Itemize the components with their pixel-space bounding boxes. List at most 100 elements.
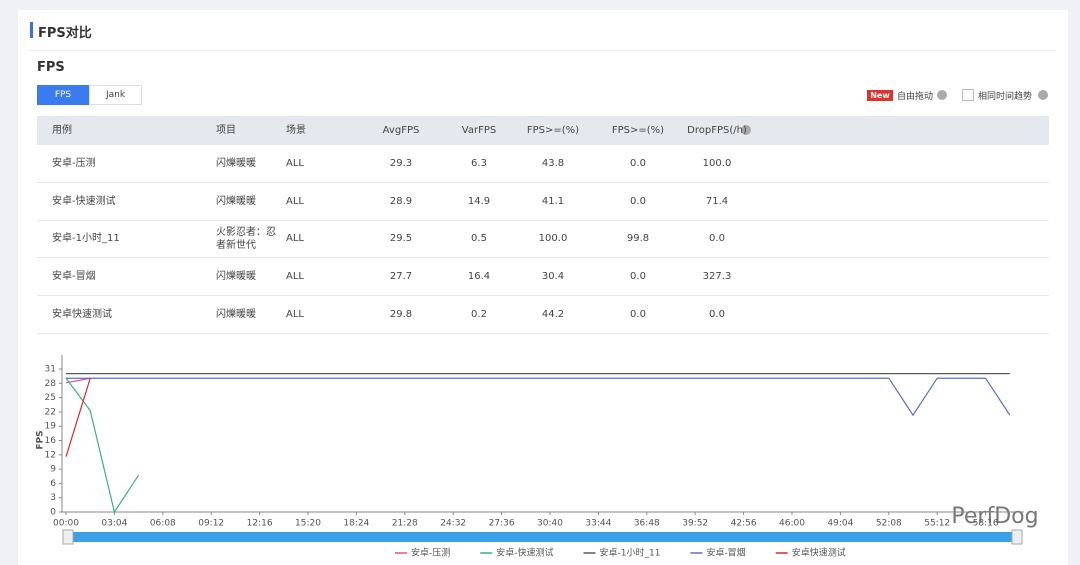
legend-label: 安卓-冒烟 [706, 547, 745, 559]
row-divider [37, 182, 1049, 183]
table-cell: 闪爍暖暖 [216, 158, 256, 169]
table-cell: 安卓-压测 [52, 158, 96, 169]
table-header: 场景 [286, 125, 306, 136]
y-tick-label: 3 [50, 493, 56, 503]
table-cell: ALL [286, 233, 304, 245]
table-cell: ALL [286, 271, 304, 283]
table-cell: 29.8 [389, 308, 413, 320]
same-time-option[interactable]: 相同时间趋势 [978, 92, 1033, 102]
card [18, 10, 1068, 565]
table-cell: 100.0 [538, 233, 568, 245]
table-cell: 闪爍暖暖 [216, 271, 256, 283]
table-cell: 44.2 [541, 308, 565, 320]
table-header: 用例 [52, 125, 72, 136]
series-line [65, 378, 91, 457]
watermark: PerfDog [951, 504, 1038, 529]
table-header: DropFPS(/h) [687, 125, 747, 136]
table-header: FPS>=(%) [611, 125, 665, 136]
table-cell: 27.7 [389, 271, 413, 283]
table-cell: 0.0 [630, 271, 646, 283]
x-tick-label: 46:00 [779, 519, 805, 529]
table-cell: 安卓-快速测试 [52, 195, 116, 207]
table-cell: 闪爍暖暖 [216, 308, 256, 320]
table-cell: 0.0 [630, 308, 646, 320]
x-tick-label: 18:24 [343, 519, 369, 529]
table-cell: 0.0 [709, 233, 725, 245]
y-tick-label: 22 [45, 407, 56, 417]
table-cell: 安卓快速测试 [52, 308, 112, 320]
table-cell: 29.3 [389, 158, 413, 169]
legend-label: 安卓-快速测试 [496, 547, 553, 559]
table-cell: 71.4 [705, 195, 729, 207]
table-cell: 99.8 [626, 233, 650, 245]
x-tick-label: 33:44 [585, 519, 611, 529]
table-cell: ALL [286, 158, 304, 169]
y-tick-label: 6 [50, 479, 56, 489]
help-icon[interactable] [741, 125, 751, 135]
y-tick-label: 9 [50, 465, 56, 475]
table-header-bg [37, 116, 1049, 145]
legend-label: 安卓-1小时_11 [600, 547, 661, 559]
y-tick-label: 16 [45, 436, 57, 446]
help-icon[interactable] [937, 90, 947, 100]
legend-label: 安卓快速测试 [792, 547, 846, 559]
checkbox[interactable] [962, 89, 974, 101]
divider [28, 50, 1056, 51]
x-tick-label: 39:52 [682, 519, 708, 529]
tab[interactable]: FPS [37, 85, 89, 105]
panel-title: FPS [37, 60, 65, 75]
y-tick-label: 19 [45, 422, 57, 432]
row-divider [37, 219, 1049, 221]
y-tick-label: 0 [50, 508, 56, 518]
x-tick-label: 09:12 [198, 519, 224, 529]
table-cell: 43.8 [541, 158, 565, 169]
table-cell: 0.5 [471, 233, 487, 245]
table-cell: 0.0 [709, 308, 725, 320]
table-cell: 327.3 [702, 271, 732, 283]
x-tick-label: 00:00 [53, 519, 79, 529]
drag-option[interactable]: 自由拖动 [897, 92, 934, 102]
table-cell: 30.4 [541, 271, 565, 283]
table-header: FPS>=(%) [526, 125, 580, 136]
table-cell: 0.0 [630, 195, 646, 207]
y-tick-label: 12 [45, 450, 56, 460]
slider-handle[interactable] [1011, 529, 1023, 545]
x-tick-label: 55:12 [924, 519, 950, 529]
x-tick-label: 03:04 [101, 519, 127, 529]
badge: New [867, 90, 893, 101]
x-tick-label: 49:04 [827, 519, 853, 529]
table-cell: ALL [286, 195, 304, 207]
table-cell: 29.5 [389, 233, 413, 245]
x-tick-label: 58:16 [973, 519, 999, 529]
table-cell: 28.9 [389, 195, 413, 207]
y-tick-label: 28 [45, 379, 57, 389]
y-tick-label: 31 [45, 365, 56, 375]
table-cell: 41.1 [541, 195, 565, 207]
y-axis-label: FPS [36, 430, 46, 449]
tab[interactable]: Jank [89, 85, 142, 105]
row-divider [37, 295, 1049, 297]
table-cell: 6.3 [471, 158, 487, 169]
table-cell: ALL [286, 308, 304, 320]
slider[interactable] [65, 532, 1020, 542]
series-line [66, 377, 1011, 417]
x-tick-label: 12:16 [247, 519, 273, 529]
table-header: VarFPS [461, 125, 497, 136]
accent-bar [30, 22, 33, 38]
table-cell: 安卓-冒烟 [52, 271, 96, 283]
x-tick-label: 42:56 [731, 519, 757, 529]
x-tick-label: 27:36 [489, 519, 515, 529]
x-tick-label: 24:32 [440, 519, 466, 529]
table-cell: 100.0 [702, 158, 732, 169]
table-cell: 火影忍者：忍者新世代 [216, 227, 276, 252]
help-icon[interactable] [1038, 90, 1048, 100]
table-cell: 0.2 [471, 308, 487, 320]
slider-handle[interactable] [62, 529, 74, 545]
x-tick-label: 52:08 [876, 519, 902, 529]
table-cell: 闪爍暖暖 [216, 195, 256, 207]
x-tick-label: 36:48 [634, 519, 660, 529]
table-cell: 16.4 [467, 271, 491, 283]
table-header: 项目 [216, 125, 236, 136]
